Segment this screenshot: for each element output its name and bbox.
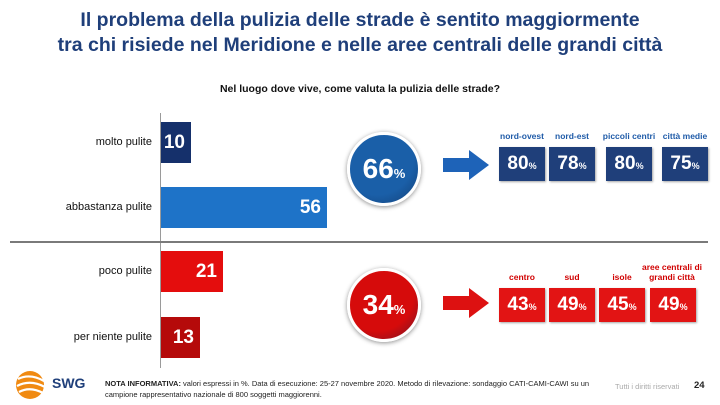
breakdown-unit: % — [635, 161, 644, 171]
aggregate-value: 34 — [362, 289, 394, 320]
breakdown-box: 49% — [650, 288, 696, 322]
breakdown-value: 80 — [614, 153, 636, 174]
footer-note-text: valori espressi in %. Data di esecuzione… — [105, 379, 590, 399]
section-divider — [10, 241, 708, 243]
breakdown-box: 75% — [662, 147, 708, 181]
aggregate-circle: 66% — [347, 132, 421, 206]
aggregate-circle: 34% — [347, 268, 421, 342]
breakdown-label: aree centrali di grandi città — [642, 262, 703, 282]
aggregate-value: 66 — [362, 153, 394, 184]
breakdown-box: 43% — [499, 288, 545, 322]
brand-name: SWG — [52, 375, 86, 391]
breakdown-box: 78% — [549, 147, 595, 181]
breakdown-value: 49 — [557, 294, 579, 315]
breakdown-unit: % — [578, 302, 587, 312]
category-label: per niente pulite — [73, 331, 152, 343]
page-title: Il problema della pulizia delle strade è… — [0, 8, 720, 58]
bar-per-niente-pulite: 13 — [161, 317, 200, 358]
breakdown-value: 45 — [607, 294, 629, 315]
footer-note: NOTA INFORMATIVA: valori espressi in %. … — [105, 378, 595, 400]
breakdown-label: isole — [612, 272, 632, 282]
right-arrow-icon — [443, 288, 489, 318]
breakdown-label: città medie — [662, 131, 708, 141]
page-title-line-2: tra chi risiede nel Meridione e nelle ar… — [57, 34, 663, 56]
breakdown-label: piccoli centri — [602, 131, 656, 141]
category-label: poco pulite — [98, 265, 152, 277]
breakdown-unit: % — [691, 161, 700, 171]
category-label: molto pulite — [95, 136, 152, 148]
aggregate-unit: % — [393, 166, 406, 181]
breakdown-unit: % — [628, 302, 637, 312]
swg-globe-icon — [16, 371, 46, 399]
aggregate-unit: % — [393, 302, 406, 317]
bar-poco-pulite: 21 — [161, 251, 223, 292]
bar-abbastanza-pulite: 56 — [161, 187, 327, 228]
breakdown-unit: % — [528, 161, 537, 171]
breakdown-unit: % — [578, 161, 587, 171]
breakdown-value: 75 — [670, 153, 692, 174]
breakdown-label: centro — [509, 272, 535, 282]
breakdown-label: sud — [564, 272, 580, 282]
chart-axis-line — [160, 113, 161, 368]
breakdown-label: nord-ovest — [500, 131, 544, 141]
bar-molto-pulite: 10 — [161, 122, 191, 163]
page-number: 24 — [694, 380, 705, 391]
category-label: abbastanza pulite — [65, 201, 152, 213]
chart-question: Nel luogo dove vive, come valuta la puli… — [219, 83, 501, 95]
breakdown-value: 80 — [507, 153, 529, 174]
breakdown-box: 80% — [606, 147, 652, 181]
breakdown-box: 49% — [549, 288, 595, 322]
breakdown-box: 45% — [599, 288, 645, 322]
breakdown-unit: % — [528, 302, 537, 312]
page-title-line-1: Il problema della pulizia delle strade è… — [80, 9, 640, 31]
breakdown-box: 80% — [499, 147, 545, 181]
breakdown-value: 78 — [557, 153, 579, 174]
footer-note-label: NOTA INFORMATIVA: — [105, 379, 181, 388]
breakdown-value: 43 — [507, 294, 529, 315]
rights-text: Tutti i diritti riservati — [615, 382, 680, 391]
right-arrow-icon — [443, 150, 489, 180]
breakdown-label: nord-est — [555, 131, 589, 141]
breakdown-value: 49 — [658, 294, 680, 315]
breakdown-unit: % — [679, 302, 688, 312]
